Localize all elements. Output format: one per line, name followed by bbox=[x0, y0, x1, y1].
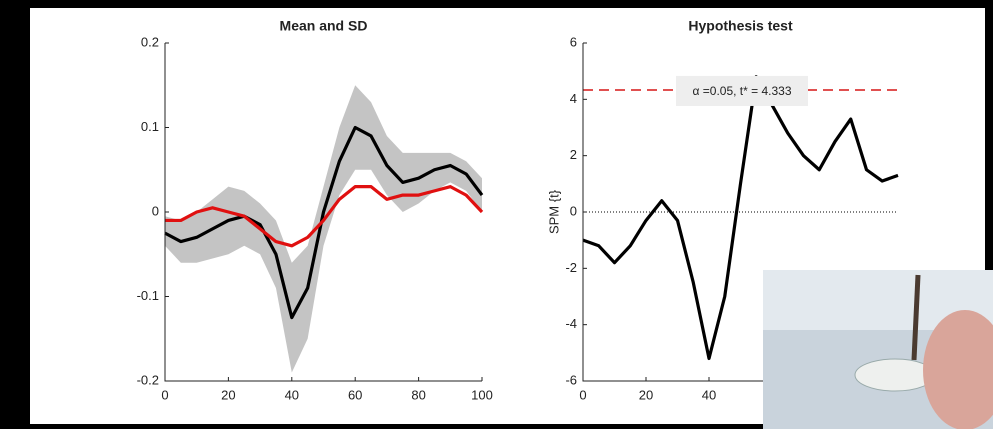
x-tick-label: 100 bbox=[471, 387, 493, 402]
y-tick-label: -4 bbox=[565, 316, 577, 331]
y-tick-label: 0.2 bbox=[141, 34, 159, 49]
fan-body bbox=[854, 358, 936, 392]
y-axis-label: SPM {t} bbox=[546, 189, 561, 234]
y-tick-label: 0.1 bbox=[141, 119, 159, 134]
y-tick-label: 2 bbox=[570, 147, 577, 162]
y-tick-label: 0 bbox=[570, 203, 577, 218]
x-tick-label: 0 bbox=[161, 387, 168, 402]
x-tick-label: 0 bbox=[579, 387, 586, 402]
sd-band bbox=[165, 85, 482, 373]
webcam-overlay bbox=[763, 270, 993, 429]
y-tick-label: -6 bbox=[565, 372, 577, 387]
y-tick-label: 4 bbox=[570, 91, 577, 106]
y-tick-label: -0.1 bbox=[137, 288, 159, 303]
annotation-box bbox=[676, 75, 808, 106]
series-line bbox=[165, 185, 484, 248]
y-tick-label: 6 bbox=[570, 34, 577, 49]
y-tick-label: 0 bbox=[152, 203, 159, 218]
chart-title: Mean and SD bbox=[280, 18, 368, 34]
y-tick-label: -0.2 bbox=[137, 372, 159, 387]
x-tick-label: 20 bbox=[221, 387, 235, 402]
series-line bbox=[582, 75, 899, 361]
series-line bbox=[164, 125, 484, 320]
x-tick-label: 40 bbox=[285, 387, 299, 402]
x-tick-label: 80 bbox=[411, 387, 425, 402]
x-tick-label: 40 bbox=[702, 387, 716, 402]
x-tick-label: 60 bbox=[348, 387, 362, 402]
threshold-label: α =0.05, t* = 4.333 bbox=[692, 84, 791, 98]
fan-rod bbox=[911, 274, 921, 361]
chart-title: Hypothesis test bbox=[688, 18, 793, 34]
person-head bbox=[923, 310, 993, 429]
x-tick-label: 20 bbox=[639, 387, 653, 402]
y-tick-label: -2 bbox=[565, 260, 577, 275]
